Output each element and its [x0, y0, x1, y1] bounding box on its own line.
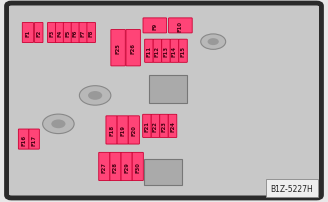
FancyBboxPatch shape — [99, 153, 110, 181]
FancyBboxPatch shape — [29, 129, 39, 149]
Text: F17: F17 — [31, 134, 37, 145]
Circle shape — [79, 86, 111, 106]
Text: F4: F4 — [57, 30, 62, 37]
Text: F13: F13 — [163, 46, 169, 57]
FancyBboxPatch shape — [160, 115, 168, 138]
FancyBboxPatch shape — [79, 23, 88, 43]
Text: F7: F7 — [81, 30, 86, 37]
FancyBboxPatch shape — [18, 129, 29, 149]
Text: F26: F26 — [131, 43, 136, 54]
FancyBboxPatch shape — [162, 40, 170, 63]
FancyBboxPatch shape — [153, 40, 162, 63]
FancyBboxPatch shape — [126, 30, 140, 67]
Text: F20: F20 — [131, 125, 136, 136]
Text: F18: F18 — [109, 125, 114, 136]
Text: F3: F3 — [49, 30, 54, 37]
FancyBboxPatch shape — [169, 19, 192, 34]
Circle shape — [43, 115, 74, 134]
Text: F28: F28 — [113, 161, 118, 172]
Text: F12: F12 — [155, 46, 160, 57]
Text: F22: F22 — [153, 121, 158, 132]
Text: F15: F15 — [180, 46, 186, 57]
FancyBboxPatch shape — [168, 115, 177, 138]
FancyBboxPatch shape — [121, 153, 132, 181]
Text: F8: F8 — [89, 30, 94, 37]
FancyBboxPatch shape — [128, 116, 139, 144]
FancyBboxPatch shape — [179, 40, 187, 63]
FancyBboxPatch shape — [22, 23, 33, 43]
FancyBboxPatch shape — [132, 153, 143, 181]
Text: F23: F23 — [161, 121, 167, 132]
Text: F29: F29 — [124, 161, 129, 172]
FancyBboxPatch shape — [48, 23, 56, 43]
Text: F2: F2 — [36, 30, 41, 37]
FancyBboxPatch shape — [7, 4, 321, 198]
FancyBboxPatch shape — [87, 23, 95, 43]
FancyBboxPatch shape — [143, 19, 167, 34]
FancyBboxPatch shape — [143, 115, 151, 138]
Bar — [149, 75, 187, 103]
Text: B1Z-5227H: B1Z-5227H — [271, 184, 313, 193]
Circle shape — [201, 35, 226, 50]
Text: F25: F25 — [115, 43, 121, 54]
Text: F5: F5 — [65, 30, 70, 37]
Text: F21: F21 — [144, 121, 150, 132]
FancyBboxPatch shape — [106, 116, 117, 144]
Circle shape — [51, 120, 66, 129]
Text: F16: F16 — [21, 134, 26, 145]
FancyBboxPatch shape — [34, 23, 43, 43]
FancyBboxPatch shape — [111, 30, 125, 67]
FancyBboxPatch shape — [170, 40, 179, 63]
FancyBboxPatch shape — [117, 116, 128, 144]
Circle shape — [208, 39, 219, 46]
Text: F19: F19 — [120, 125, 125, 136]
FancyBboxPatch shape — [151, 115, 160, 138]
Text: F6: F6 — [73, 30, 78, 37]
Circle shape — [88, 92, 102, 100]
Text: F10: F10 — [178, 21, 183, 32]
Text: F1: F1 — [25, 30, 31, 37]
FancyBboxPatch shape — [110, 153, 121, 181]
Bar — [144, 160, 182, 185]
FancyBboxPatch shape — [63, 23, 72, 43]
FancyBboxPatch shape — [71, 23, 80, 43]
FancyBboxPatch shape — [145, 40, 153, 63]
Text: F14: F14 — [172, 46, 177, 57]
Text: F24: F24 — [170, 121, 175, 132]
FancyBboxPatch shape — [55, 23, 64, 43]
Text: F9: F9 — [152, 23, 157, 30]
Text: F27: F27 — [102, 161, 107, 172]
Text: F11: F11 — [146, 46, 152, 57]
Text: F30: F30 — [135, 161, 140, 172]
